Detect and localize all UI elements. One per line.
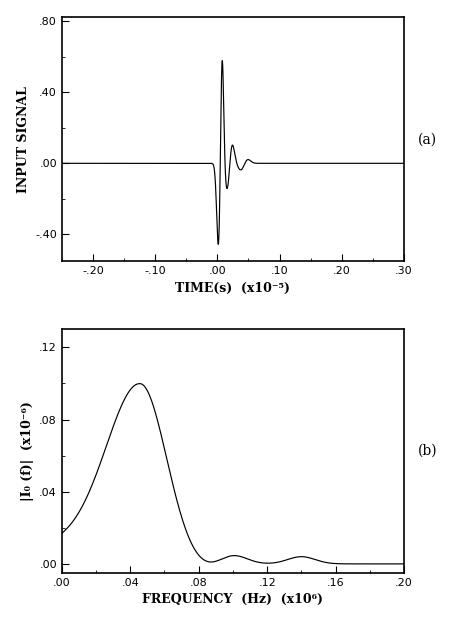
Y-axis label: INPUT SIGNAL: INPUT SIGNAL bbox=[17, 86, 30, 193]
X-axis label: FREQUENCY  (Hz)  (x10⁶): FREQUENCY (Hz) (x10⁶) bbox=[143, 593, 323, 606]
Text: (a): (a) bbox=[418, 132, 437, 146]
X-axis label: TIME(s)  (x10⁻⁵): TIME(s) (x10⁻⁵) bbox=[175, 282, 291, 295]
Y-axis label: |I₀ (f)|  (x10⁻⁶): |I₀ (f)| (x10⁻⁶) bbox=[21, 401, 34, 501]
Text: (b): (b) bbox=[418, 444, 438, 458]
